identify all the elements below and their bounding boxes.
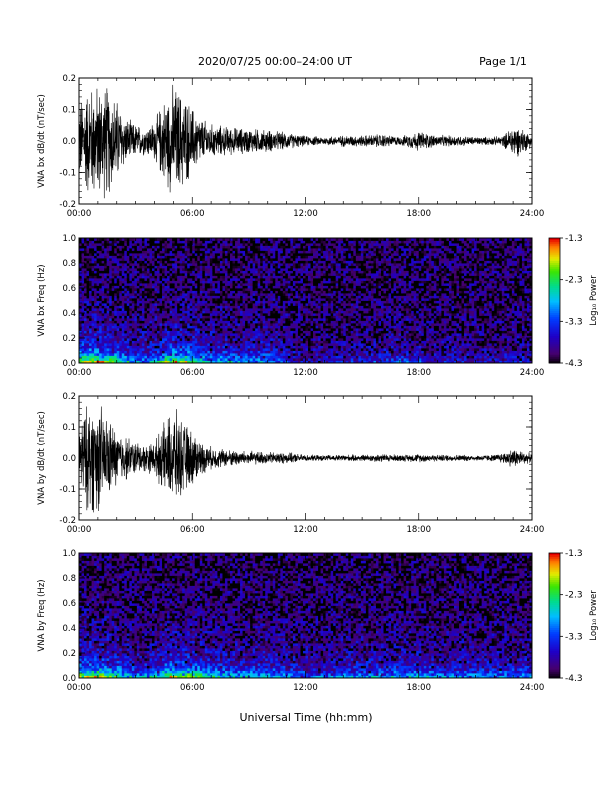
trace-line [79, 84, 532, 199]
x-tick-label: 06:00 [180, 209, 205, 219]
y-tick-label: 0.4 [62, 309, 76, 319]
y-tick-label: 0.1 [62, 423, 76, 433]
x-tick-label: 06:00 [180, 368, 205, 378]
colorbar-frame [548, 237, 561, 364]
x-axis-label: Universal Time (hh:mm) [240, 711, 373, 724]
y-tick-label: 0.6 [62, 599, 76, 609]
colorbar-tick-label: -1.3 [565, 234, 583, 244]
x-tick-label: 00:00 [67, 683, 92, 693]
colorbar-tick-label: -4.3 [565, 359, 583, 369]
panel-2: -1.3 -2.3 -3.3 -4.3 Log₁₀ Power 0.0 0.2 0.4 0.6 0… [37, 234, 599, 378]
colorbar: -1.3 -2.3 -3.3 -4.3 Log₁₀ Power [548, 234, 599, 369]
x-tick-label: 06:00 [180, 525, 205, 535]
y-tick-label: 0.8 [62, 259, 76, 269]
x-tick-label: 00:00 [67, 209, 92, 219]
panel-4: -1.3 -2.3 -3.3 -4.3 Log₁₀ Power 0.0 0.2 0.4 0.6 0… [37, 549, 599, 693]
x-tick-label: 12:00 [293, 525, 318, 535]
colorbar-tick-label: -3.3 [565, 317, 583, 327]
x-tick-label: 24:00 [520, 368, 545, 378]
x-tick-label: 24:00 [520, 209, 545, 219]
y-tick-label: 0.8 [62, 574, 76, 584]
colorbar-tick-label: -1.3 [565, 549, 583, 559]
y-tick-label: 0.0 [62, 359, 76, 369]
y-tick-label: 0.1 [62, 106, 76, 116]
y-axis-label: VNA by Freq (Hz) [37, 579, 47, 651]
colorbar-tick-label: -2.3 [565, 276, 583, 286]
y-tick-label: 0.0 [62, 137, 76, 147]
colorbar: -1.3 -2.3 -3.3 -4.3 Log₁₀ Power [548, 549, 599, 684]
y-tick-label: -0.2 [59, 200, 76, 210]
colorbar-frame [548, 552, 561, 679]
y-axis-label: VNA bx Freq (Hz) [37, 264, 47, 336]
y-tick-label: 0.6 [62, 284, 76, 294]
y-tick-label: 0.2 [62, 392, 76, 402]
y-tick-label: 0.2 [62, 334, 76, 344]
colorbar-tick-label: -2.3 [565, 591, 583, 601]
y-tick-label: -0.1 [59, 169, 76, 179]
colorbar-tick-label: -3.3 [565, 632, 583, 642]
y-tick-label: 1.0 [62, 549, 76, 559]
x-tick-label: 00:00 [67, 368, 92, 378]
y-axis-label: VNA by dB/dt (nT/sec) [37, 411, 47, 505]
x-tick-label: 18:00 [407, 683, 432, 693]
y-tick-label: -0.1 [59, 485, 76, 495]
y-tick-label: -0.2 [59, 516, 76, 526]
x-tick-label: 00:00 [67, 525, 92, 535]
x-tick-label: 18:00 [407, 525, 432, 535]
page-label: Page 1/1 [479, 55, 527, 68]
x-tick-label: 18:00 [407, 368, 432, 378]
y-tick-label: 0.0 [62, 454, 76, 464]
y-tick-label: 1.0 [62, 234, 76, 244]
panels: -0.2 -0.1 0.0 0.1 0.2 00:00 06:00 12:00 18:00 24:… [37, 74, 599, 693]
heatmap-cells [79, 238, 532, 363]
y-tick-label: 0.2 [62, 74, 76, 84]
x-tick-label: 12:00 [293, 209, 318, 219]
colorbar-label: Log₁₀ Power [589, 590, 599, 641]
x-tick-label: 12:00 [293, 368, 318, 378]
y-tick-label: 0.0 [62, 674, 76, 684]
x-tick-label: 18:00 [407, 209, 432, 219]
colorbar-tick-label: -4.3 [565, 674, 583, 684]
x-tick-label: 24:00 [520, 683, 545, 693]
y-tick-label: 0.2 [62, 649, 76, 659]
y-tick-label: 0.4 [62, 624, 76, 634]
heatmap-cells [79, 553, 532, 678]
panel-1: -0.2 -0.1 0.0 0.1 0.2 00:00 06:00 12:00 18:00 24:… [37, 74, 544, 219]
figure-title: 2020/07/25 00:00–24:00 UT [198, 55, 352, 68]
panel-3: -0.2 -0.1 0.0 0.1 0.2 00:00 06:00 12:00 18:00 24:… [37, 392, 544, 535]
colorbar-label: Log₁₀ Power [589, 275, 599, 326]
trace-line [79, 406, 532, 513]
x-tick-label: 12:00 [293, 683, 318, 693]
x-tick-label: 24:00 [520, 525, 545, 535]
x-tick-label: 06:00 [180, 683, 205, 693]
y-axis-label: VNA bx dB/dt (nT/sec) [37, 94, 47, 188]
